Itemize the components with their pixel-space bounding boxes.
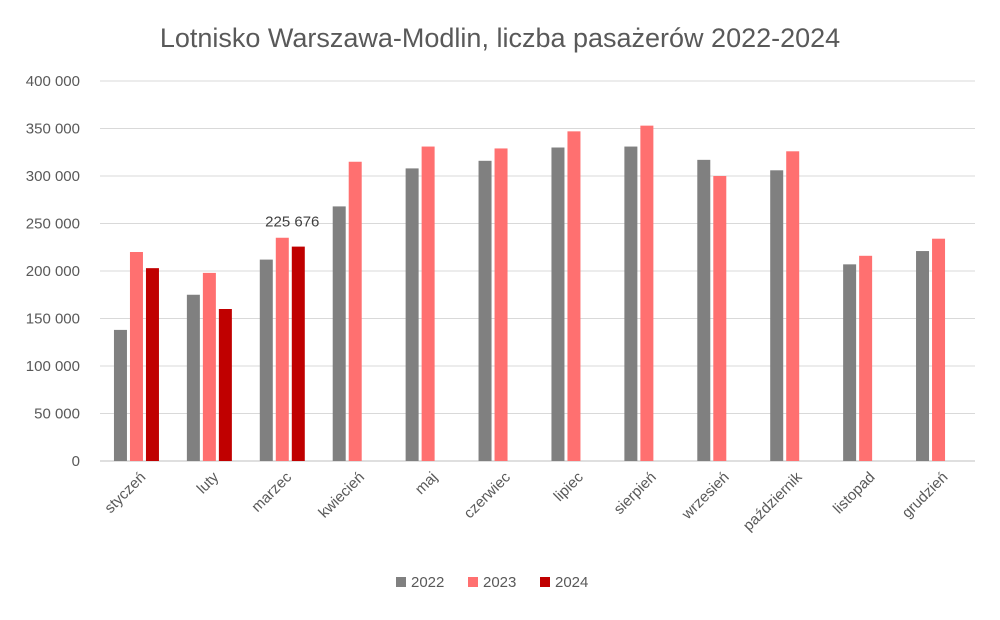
- chart-title: Lotnisko Warszawa-Modlin, liczba pasażer…: [160, 23, 840, 53]
- y-tick-label: 300 000: [26, 168, 80, 185]
- bar-2023-wrzesień: [713, 176, 727, 461]
- legend-entry: 2022: [411, 574, 444, 591]
- legend-swatch: [468, 577, 478, 587]
- x-category-label: czerwiec: [461, 468, 515, 522]
- bar-2023-kwiecień: [348, 161, 362, 461]
- y-tick-label: 150 000: [26, 311, 80, 328]
- bar-2022-lipiec: [551, 147, 565, 461]
- bar-2022-październik: [770, 170, 784, 462]
- bar-2022-listopad: [843, 264, 857, 461]
- x-category-label: luty: [194, 468, 223, 497]
- bar-2022-styczeń: [113, 329, 127, 461]
- bar-2023-czerwiec: [494, 148, 508, 461]
- y-tick-label: 350 000: [26, 121, 80, 138]
- bar-2022-maj: [405, 168, 419, 461]
- x-category-label: listopad: [830, 469, 879, 518]
- bar-2022-marzec: [259, 259, 273, 461]
- bar-2022-wrzesień: [697, 159, 711, 461]
- data-labels: 225 676: [265, 214, 319, 231]
- x-category-label: wrzesień: [678, 469, 733, 524]
- bar-2024-styczeń: [145, 268, 159, 461]
- x-category-label: grudzień: [899, 469, 952, 522]
- bar-2022-luty: [186, 294, 200, 461]
- x-category-label: sierpień: [611, 469, 660, 518]
- bar-2023-marzec: [275, 237, 289, 461]
- bar-2023-grudzień: [932, 238, 946, 461]
- bar-2023-lipiec: [567, 131, 581, 461]
- x-axis-categories: styczeń luty marzec kwiecień maj czerwiec lipi…: [101, 468, 951, 534]
- legend-entry: 2023: [483, 574, 516, 591]
- x-category-label: marzec: [248, 468, 295, 515]
- bar-2022-sierpień: [624, 146, 638, 462]
- bar-2022-czerwiec: [478, 160, 492, 462]
- y-tick-label: 250 000: [26, 216, 80, 233]
- data-label: 225 676: [265, 214, 319, 231]
- x-category-label: kwiecień: [315, 469, 368, 522]
- x-category-label: lipiec: [551, 468, 588, 505]
- bar-2022-grudzień: [916, 251, 930, 461]
- y-tick-label: 200 000: [26, 263, 80, 280]
- legend: 2022 2023 2024: [396, 574, 588, 591]
- bar-2024-luty: [218, 309, 232, 461]
- y-tick-label: 0: [72, 453, 80, 470]
- x-category-label: styczeń: [101, 469, 149, 517]
- x-category-label: maj: [412, 469, 441, 498]
- legend-swatch: [396, 577, 406, 587]
- bar-2023-listopad: [859, 255, 873, 461]
- legend-entry: 2024: [555, 574, 588, 591]
- bar-2023-luty: [202, 272, 216, 461]
- x-category-label: październik: [740, 468, 806, 534]
- bar-2023-sierpień: [640, 125, 654, 462]
- bars: [113, 125, 946, 462]
- y-tick-label: 400 000: [26, 73, 80, 90]
- y-tick-label: 50 000: [34, 406, 80, 423]
- bar-2022-kwiecień: [332, 206, 346, 461]
- bar-2023-maj: [421, 146, 435, 462]
- bar-2023-październik: [786, 151, 800, 462]
- gridlines: [100, 80, 975, 462]
- legend-swatch: [540, 577, 550, 587]
- y-tick-label: 100 000: [26, 358, 80, 375]
- bar-2023-styczeń: [129, 252, 143, 461]
- bar-2024-marzec: [291, 246, 305, 461]
- y-axis-ticks: 0 50 000 100 000 150 000 200 000 250 000 300 0…: [26, 73, 80, 470]
